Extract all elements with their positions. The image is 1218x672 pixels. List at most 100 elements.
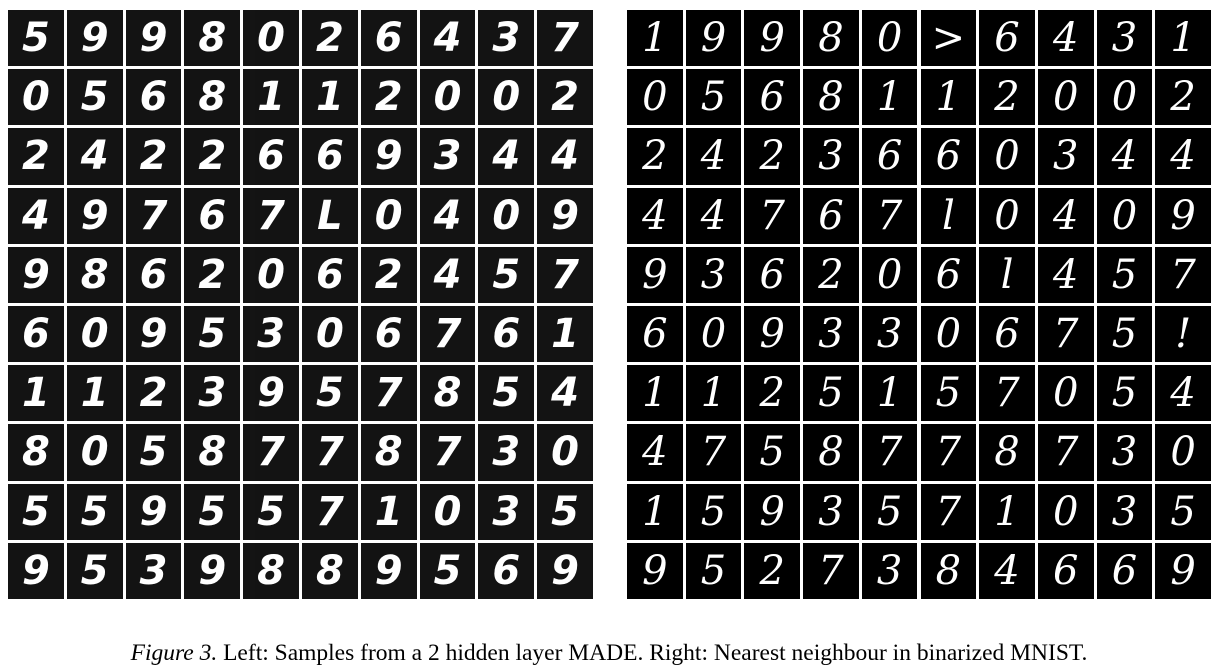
right_panel-digit-cell: 1 <box>920 69 977 126</box>
right_panel-digit-cell: 4 <box>1155 128 1211 185</box>
right_panel-digit-cell: 1 <box>1155 10 1211 67</box>
left_panel-digit-cell: 7 <box>243 424 299 481</box>
right_panel-digit-cell: 1 <box>979 483 1035 540</box>
right_panel-digit-cell: 0 <box>920 306 977 363</box>
figure-label: Figure 3. <box>130 640 218 666</box>
right_panel-digit-cell: 6 <box>744 246 801 303</box>
right_panel-digit-cell: 0 <box>685 306 742 363</box>
left_panel-digit-cell: 8 <box>184 10 241 67</box>
left_panel-digit-cell: 5 <box>8 483 64 540</box>
left_panel-digit-cell: 1 <box>8 365 64 422</box>
right_panel-digit-cell: 3 <box>861 542 918 599</box>
left_panel-digit-cell: 8 <box>184 424 241 481</box>
left_panel-digit-cell: 6 <box>360 306 417 363</box>
right_panel-digit-cell: 5 <box>685 542 742 599</box>
right_panel-digit-cell: 3 <box>1096 10 1153 67</box>
right-nearest-neighbour-grid: 1 9 9 8 0 >6 4 3 1 0 5 6 8 1 1 2 0 0 2 2 4 2 3 6 6 0 3 4 4 4 4 7 6 7 l 0 4 0 9… <box>627 10 1211 599</box>
left_panel-digit-cell: 7 <box>243 187 299 244</box>
right_panel-digit-cell: 6 <box>627 306 683 363</box>
right_panel-digit-cell: 0 <box>861 246 918 303</box>
right_panel-digit-cell: 5 <box>1096 246 1153 303</box>
right_panel-digit-cell: 4 <box>1037 10 1094 67</box>
left_panel-digit-cell: 2 <box>125 365 182 422</box>
left_panel-digit-cell: 4 <box>419 246 476 303</box>
right_panel-digit-cell: 9 <box>1155 187 1211 244</box>
left_panel-digit-cell: 3 <box>243 306 299 363</box>
left_panel-digit-cell: 5 <box>302 365 358 422</box>
left_panel-digit-cell: 5 <box>537 483 593 540</box>
right_panel-digit-cell: 0 <box>1096 69 1153 126</box>
left_panel-digit-cell: 9 <box>66 187 123 244</box>
left_panel-digit-cell: 6 <box>478 306 535 363</box>
right_panel-digit-cell: 9 <box>627 542 683 599</box>
left_panel-digit-cell: 0 <box>360 187 417 244</box>
left_panel-digit-cell: 4 <box>537 128 593 185</box>
left_panel-digit-cell: 4 <box>478 128 535 185</box>
right_panel-digit-cell: 4 <box>627 187 683 244</box>
left_panel-digit-cell: 4 <box>66 128 123 185</box>
right_panel-digit-cell: 4 <box>1037 187 1094 244</box>
right_panel-digit-cell: 6 <box>861 128 918 185</box>
right_panel-digit-cell: 1 <box>861 69 918 126</box>
right_panel-digit-cell: 9 <box>627 246 683 303</box>
left_panel-digit-cell: 2 <box>8 128 64 185</box>
right_panel-digit-cell: 4 <box>1037 246 1094 303</box>
left_panel-digit-cell: 5 <box>419 542 476 599</box>
left_panel-digit-cell: 6 <box>184 187 241 244</box>
right_panel-digit-cell: 9 <box>1155 542 1211 599</box>
left_panel-digit-cell: 6 <box>302 246 358 303</box>
right_panel-digit-cell: 3 <box>1096 424 1153 481</box>
left_panel-digit-cell: 9 <box>125 306 182 363</box>
left_panel-digit-cell: 6 <box>360 10 417 67</box>
right_panel-digit-cell: 4 <box>1155 365 1211 422</box>
right_panel-digit-cell: 6 <box>979 306 1035 363</box>
left_panel-digit-cell: 2 <box>184 128 241 185</box>
left_panel-digit-cell: 5 <box>478 246 535 303</box>
left_panel-digit-cell: 9 <box>125 10 182 67</box>
left_panel-digit-cell: 5 <box>8 10 64 67</box>
left_panel-digit-cell: 0 <box>66 424 123 481</box>
left_panel-digit-cell: 0 <box>243 246 299 303</box>
right_panel-digit-cell: 1 <box>627 365 683 422</box>
right_panel-digit-cell: 6 <box>744 69 801 126</box>
left_panel-digit-cell: 0 <box>66 306 123 363</box>
right_panel-digit-cell: 0 <box>979 187 1035 244</box>
left_panel-digit-cell: 7 <box>125 187 182 244</box>
left_panel-digit-cell: 6 <box>125 69 182 126</box>
left_panel-digit-cell: 0 <box>419 483 476 540</box>
right_panel-digit-cell: 9 <box>685 10 742 67</box>
left_panel-digit-cell: 0 <box>419 69 476 126</box>
right_panel-digit-cell: 1 <box>627 483 683 540</box>
left_panel-digit-cell: L <box>302 187 358 244</box>
left_panel-digit-cell: 9 <box>66 10 123 67</box>
right_panel-digit-cell: 7 <box>979 365 1035 422</box>
right_panel-digit-cell: 1 <box>685 365 742 422</box>
left_panel-digit-cell: 2 <box>360 246 417 303</box>
right_panel-digit-cell: 1 <box>861 365 918 422</box>
left_panel-digit-cell: 6 <box>243 128 299 185</box>
right_panel-digit-cell: 5 <box>1096 306 1153 363</box>
left_panel-digit-cell: 9 <box>537 187 593 244</box>
left_panel-digit-cell: 9 <box>537 542 593 599</box>
right_panel-digit-cell: 8 <box>979 424 1035 481</box>
right_panel-digit-cell: 5 <box>685 69 742 126</box>
left_panel-digit-cell: 6 <box>8 306 64 363</box>
left_panel-digit-cell: 9 <box>8 246 64 303</box>
left_panel-digit-cell: 9 <box>360 542 417 599</box>
right_panel-digit-cell: 7 <box>861 187 918 244</box>
right_panel-digit-cell: 8 <box>803 69 859 126</box>
right_panel-digit-cell: 0 <box>627 69 683 126</box>
left_panel-digit-cell: 0 <box>302 306 358 363</box>
right_panel-digit-cell: 7 <box>685 424 742 481</box>
right_panel-digit-cell: 9 <box>744 483 801 540</box>
right_panel-digit-cell: 2 <box>979 69 1035 126</box>
right_panel-digit-cell: 5 <box>744 424 801 481</box>
left_panel-digit-cell: 9 <box>125 483 182 540</box>
right_panel-digit-cell: 3 <box>803 306 859 363</box>
left_panel-digit-cell: 5 <box>125 424 182 481</box>
left_panel-digit-cell: 8 <box>8 424 64 481</box>
right_panel-digit-cell: 6 <box>1096 542 1153 599</box>
left_panel-digit-cell: 5 <box>478 365 535 422</box>
right_panel-digit-cell: 5 <box>920 365 977 422</box>
left_panel-digit-cell: 7 <box>537 246 593 303</box>
